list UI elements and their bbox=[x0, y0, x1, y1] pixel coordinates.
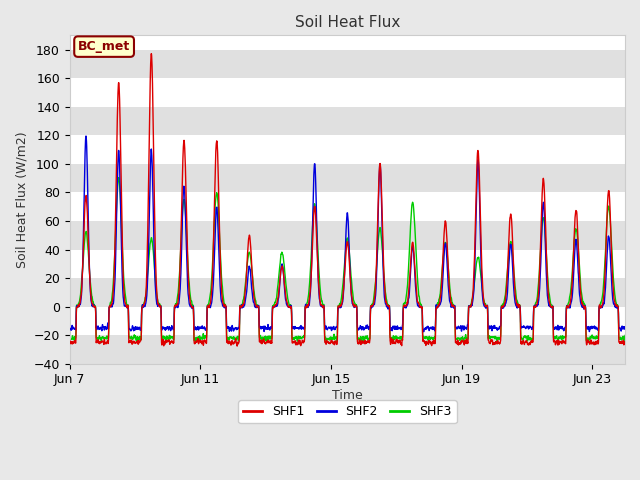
SHF2 bbox=[371, 297, 379, 302]
Bar bbox=[70, 221, 625, 250]
SHF3 bbox=[371, 283, 379, 288]
SHF2 bbox=[420, 329, 428, 335]
SHF3 bbox=[186, 288, 193, 294]
Line: SHF3: SHF3 bbox=[70, 178, 625, 342]
Line: SHF2: SHF2 bbox=[70, 136, 625, 332]
SHF3 bbox=[66, 332, 74, 338]
SHF1 bbox=[186, 295, 193, 300]
SHF1 bbox=[504, 264, 511, 269]
Y-axis label: Soil Heat Flux (W/m2): Soil Heat Flux (W/m2) bbox=[15, 131, 28, 268]
SHF3 bbox=[115, 175, 122, 180]
SHF2 bbox=[233, 327, 241, 333]
Bar bbox=[70, 107, 625, 135]
SHF2 bbox=[109, 300, 117, 306]
SHF1 bbox=[109, 288, 117, 294]
Text: BC_met: BC_met bbox=[78, 40, 130, 53]
Legend: SHF1, SHF2, SHF3: SHF1, SHF2, SHF3 bbox=[238, 400, 456, 423]
SHF1 bbox=[147, 51, 155, 57]
SHF1 bbox=[233, 340, 241, 346]
SHF1 bbox=[371, 286, 379, 292]
SHF2 bbox=[621, 325, 629, 331]
X-axis label: Time: Time bbox=[332, 389, 363, 402]
SHF2 bbox=[179, 215, 186, 220]
SHF2 bbox=[504, 285, 511, 291]
SHF3 bbox=[389, 339, 397, 345]
SHF1 bbox=[234, 343, 241, 349]
Bar bbox=[70, 335, 625, 364]
SHF2 bbox=[82, 133, 90, 139]
SHF2 bbox=[186, 302, 193, 308]
Line: SHF1: SHF1 bbox=[70, 54, 625, 346]
SHF1 bbox=[179, 172, 186, 178]
SHF3 bbox=[109, 281, 117, 287]
SHF3 bbox=[179, 211, 186, 216]
SHF1 bbox=[621, 339, 629, 345]
Bar bbox=[70, 278, 625, 307]
Bar bbox=[70, 164, 625, 192]
SHF3 bbox=[621, 333, 629, 338]
SHF3 bbox=[504, 265, 511, 271]
Title: Soil Heat Flux: Soil Heat Flux bbox=[294, 15, 400, 30]
SHF1 bbox=[66, 337, 74, 343]
SHF2 bbox=[66, 326, 74, 332]
Bar bbox=[70, 49, 625, 78]
SHF3 bbox=[233, 334, 241, 340]
